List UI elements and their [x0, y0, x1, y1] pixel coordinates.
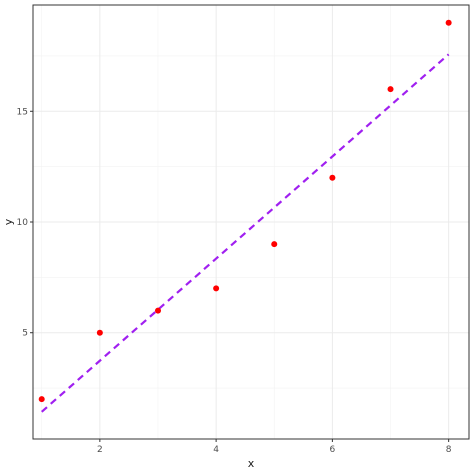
y-tick-labels: 5 10 15 [17, 107, 29, 338]
x-axis-title: x [248, 457, 255, 470]
data-point [213, 285, 220, 292]
data-point [154, 307, 161, 314]
x-tick-labels: 2 4 6 8 [97, 445, 452, 455]
y-axis-title: y [2, 218, 15, 225]
data-point [38, 396, 45, 403]
data-point [271, 241, 278, 248]
data-point [329, 174, 336, 181]
y-tick-label: 5 [22, 329, 28, 339]
x-tick-label: 8 [446, 445, 452, 455]
fitted-line-path [40, 53, 450, 413]
x-tick-label: 2 [97, 445, 103, 455]
x-tick-label: 6 [330, 445, 336, 455]
x-tick-label: 4 [213, 445, 219, 455]
fitted-line [40, 53, 450, 413]
y-tick-label: 15 [17, 107, 28, 117]
major-gridlines [33, 5, 469, 439]
data-points [38, 19, 452, 403]
data-point [445, 19, 452, 26]
data-point [96, 329, 103, 336]
axis-ticks [30, 110, 450, 442]
data-point [387, 86, 394, 93]
y-tick-label: 10 [17, 218, 29, 228]
